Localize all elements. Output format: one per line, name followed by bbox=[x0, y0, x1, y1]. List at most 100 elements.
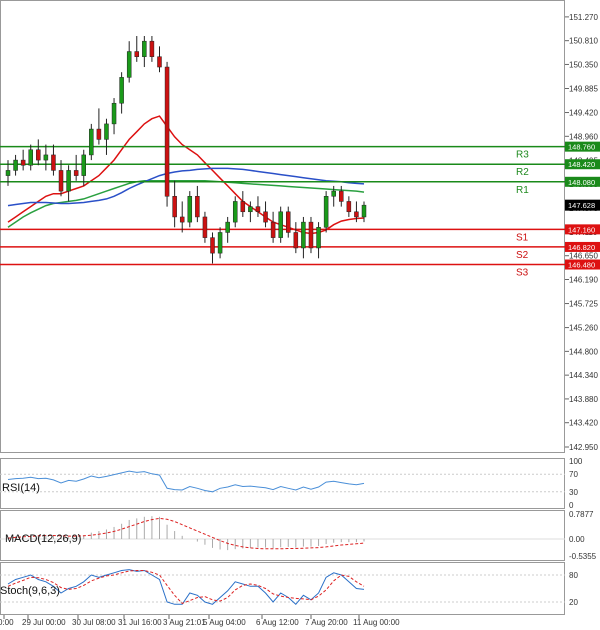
candle-body-bull bbox=[5, 170, 11, 176]
price-tick-label: 150.810 bbox=[569, 37, 598, 46]
time-tick-label: 30 Jul 08:00 bbox=[72, 618, 116, 627]
candle-body-bull bbox=[187, 196, 193, 223]
macd-signal-line bbox=[7, 517, 365, 550]
price-tick-label: 146.650 bbox=[569, 252, 598, 261]
time-axis: 0:00 29 Jul 00:00 30 Jul 08:00 31 Jul 16:00… bbox=[0, 615, 400, 627]
candle-body-bear bbox=[179, 216, 185, 223]
price-tick-label: 143.420 bbox=[569, 419, 598, 428]
candle-body-bear bbox=[73, 170, 79, 176]
candle-body-bull bbox=[13, 159, 18, 171]
time-tick-label: 11 Aug 00:00 bbox=[353, 618, 400, 627]
ma-blue-line bbox=[7, 167, 365, 207]
level-name-r3: R3 bbox=[516, 150, 529, 161]
level-value-s2: 146.820 bbox=[568, 243, 595, 252]
current-price-tag: 147.628 bbox=[565, 199, 600, 211]
stoch-k-line bbox=[7, 569, 365, 606]
rsi-tick-label: 70 bbox=[569, 470, 578, 479]
current-price-label: 147.628 bbox=[568, 201, 595, 210]
macd-label: MACD(12,26,9) bbox=[5, 533, 81, 545]
level-name-s3: S3 bbox=[516, 268, 529, 279]
level-value-s1: 147.160 bbox=[568, 225, 595, 234]
current-price-box bbox=[565, 199, 600, 211]
rsi-tick-label: 100 bbox=[569, 457, 583, 466]
candle-body-bull bbox=[142, 40, 147, 57]
level-tag-r3 bbox=[565, 141, 600, 152]
level-tag-s1 bbox=[565, 224, 600, 235]
candle-body-bear bbox=[210, 237, 215, 254]
candle-body-bear bbox=[172, 196, 177, 218]
candle-body-bull bbox=[217, 232, 223, 254]
candle-body-bear bbox=[134, 51, 140, 57]
rsi-label: RSI(14) bbox=[2, 482, 40, 494]
level-tag-r2 bbox=[565, 159, 600, 170]
macd-tick-label: 0.7877 bbox=[569, 510, 594, 519]
level-name-s1: S1 bbox=[516, 232, 529, 243]
time-tick-label: 5 Aug 04:00 bbox=[203, 618, 246, 627]
time-tick-label: 0:00 bbox=[0, 618, 14, 627]
candle-body-bull bbox=[361, 204, 367, 218]
macd-axis: 0.7877 0.00 -0.5355 bbox=[0, 510, 597, 561]
price-tick-label: 151.270 bbox=[569, 13, 598, 22]
level-tag-s2 bbox=[565, 241, 600, 252]
price-tick-label: 144.340 bbox=[569, 371, 598, 380]
level-name-s2: S2 bbox=[516, 250, 529, 261]
candle-body-bull bbox=[104, 123, 109, 140]
candle-body-bull bbox=[232, 201, 238, 223]
candle-body-bull bbox=[89, 128, 94, 156]
level-tag-s3 bbox=[565, 259, 600, 270]
candle-body-bear bbox=[293, 232, 299, 249]
macd-tick-label: -0.5355 bbox=[569, 552, 597, 561]
rsi-panel-frame bbox=[0, 458, 565, 509]
price-tick-label: 149.885 bbox=[569, 84, 598, 93]
macd-panel: 0.7877 0.00 -0.5355 MACD(12,26,9) bbox=[0, 510, 597, 561]
candle-body-bull bbox=[111, 102, 117, 125]
candle-body-bear bbox=[36, 149, 41, 161]
level-value-r3: 148.760 bbox=[568, 143, 595, 152]
level-tag-r1 bbox=[565, 176, 600, 187]
stoch-tick-label: 20 bbox=[569, 598, 578, 607]
candle-body-bear bbox=[308, 221, 314, 249]
candle-body-bull bbox=[278, 211, 283, 238]
rsi-tick-label: 0 bbox=[569, 501, 574, 510]
candle-body-bull bbox=[331, 190, 336, 197]
rsi-panel: 100 70 30 0 RSI(14) bbox=[0, 457, 583, 510]
candle-body-bear bbox=[240, 201, 246, 213]
candle-body-bull bbox=[248, 206, 253, 213]
candle-body-bull bbox=[225, 221, 230, 233]
price-panel: 151.270 150.810 150.350 149.885 149.420 148.9… bbox=[0, 0, 600, 453]
time-tick-label: 3 Aug 21:01 bbox=[163, 618, 206, 627]
time-tick-label: 7 Aug 20:00 bbox=[305, 618, 348, 627]
candle-body-bear bbox=[286, 211, 291, 233]
candle-body-bear bbox=[255, 206, 261, 213]
stoch-panel: 80 20 Stoch(9,6,3) bbox=[0, 562, 578, 615]
price-tick-label: 145.260 bbox=[569, 324, 598, 333]
time-tick-label: 29 Jul 00:00 bbox=[22, 618, 66, 627]
price-tick-label: 142.950 bbox=[569, 443, 598, 452]
candle-body-bear bbox=[339, 190, 344, 202]
time-tick-label: 31 Jul 16:00 bbox=[118, 618, 162, 627]
stoch-tick-label: 80 bbox=[569, 571, 578, 580]
macd-panel-frame bbox=[0, 510, 565, 561]
candle-body-bear bbox=[346, 201, 352, 213]
candle-body-bear bbox=[157, 56, 162, 68]
candle-body-bear bbox=[202, 216, 208, 238]
candle-body-bull bbox=[43, 154, 49, 161]
candle-body-bear bbox=[149, 40, 155, 57]
level-name-r2: R2 bbox=[516, 167, 529, 178]
candle-body-bear bbox=[51, 154, 56, 171]
candle-body-bull bbox=[119, 77, 124, 104]
price-tick-label: 144.800 bbox=[569, 347, 598, 356]
stoch-label: Stoch(9,6,3) bbox=[0, 585, 60, 597]
candle-body-bull bbox=[28, 149, 33, 166]
level-name-r1: R1 bbox=[516, 185, 529, 196]
rsi-line bbox=[7, 470, 365, 493]
level-value-r2: 148.420 bbox=[568, 160, 595, 169]
candle-body-bear bbox=[195, 196, 200, 218]
price-tick-label: 148.960 bbox=[569, 132, 598, 141]
candles bbox=[5, 36, 367, 264]
candle-body-bear bbox=[164, 66, 170, 197]
candle-body-bull bbox=[66, 170, 71, 192]
time-tick-label: 6 Aug 12:00 bbox=[256, 618, 299, 627]
price-tick-label: 143.880 bbox=[569, 395, 598, 404]
macd-tick-label: 0.00 bbox=[569, 535, 585, 544]
